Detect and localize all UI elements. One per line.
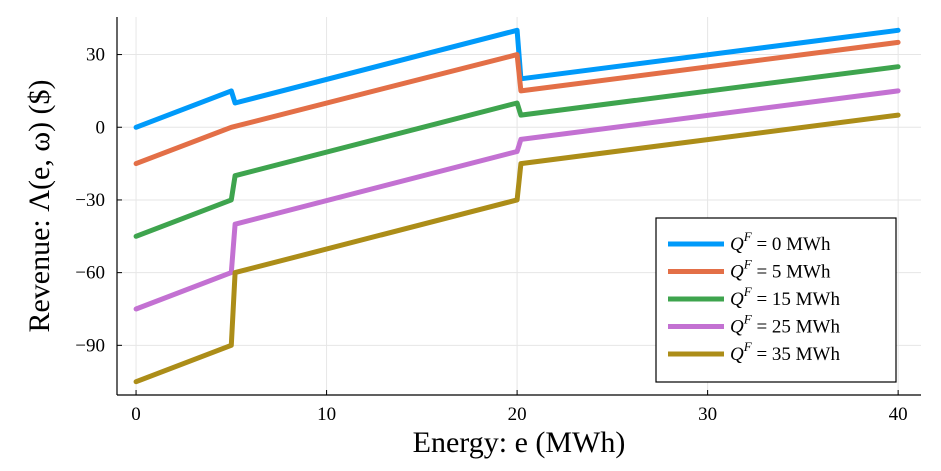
legend-superscript: F: [743, 339, 753, 354]
x-tick-label: 20: [508, 404, 527, 425]
x-tick-label: 0: [131, 404, 141, 425]
series-line-3: [133, 64, 901, 239]
legend-value: = 25 MWh: [752, 317, 841, 338]
series-line-1: [133, 27, 901, 130]
series-lines: [133, 27, 901, 385]
legend-var: Q: [730, 344, 744, 365]
axes: [116, 17, 921, 396]
x-tick-labels: 0 10 20 30 40: [131, 390, 908, 425]
y-tick-label: 0: [96, 117, 106, 138]
x-axis-label: Energy: e (MWh): [413, 426, 626, 459]
y-tick-label: −30: [75, 190, 105, 211]
legend-superscript: F: [743, 229, 753, 244]
legend-entry-label: QF = 35 MWh: [730, 339, 840, 365]
legend-var: Q: [730, 289, 744, 310]
y-tick-label: −90: [75, 335, 105, 356]
legend-var: Q: [730, 317, 744, 338]
legend-superscript: F: [743, 312, 753, 327]
y-tick-label: −60: [75, 263, 105, 284]
legend-entry-label: QF = 0 MWh: [730, 229, 831, 255]
legend-entry-label: QF = 5 MWh: [730, 257, 831, 283]
series-line-2: [133, 39, 901, 167]
y-tick-labels: 30 0 −30 −60 −90: [75, 45, 122, 356]
legend-var: Q: [730, 262, 744, 283]
legend-value: = 35 MWh: [752, 344, 841, 365]
legend-entry-label: QF = 15 MWh: [730, 284, 840, 310]
series-line-4: [133, 88, 901, 312]
legend-entry-label: QF = 25 MWh: [730, 312, 840, 338]
legend-value: = 15 MWh: [752, 289, 841, 310]
legend-value: = 5 MWh: [752, 262, 831, 283]
legend-var: Q: [730, 234, 744, 255]
series-line-5: [133, 112, 901, 385]
y-axis-label: Revenue: Λ(e, ω) ($): [23, 79, 56, 332]
legend-superscript: F: [743, 284, 753, 299]
y-tick-label: 30: [86, 45, 105, 66]
legend-superscript: F: [743, 257, 753, 272]
x-tick-label: 10: [317, 404, 336, 425]
x-tick-label: 40: [889, 404, 908, 425]
x-tick-label: 30: [698, 404, 717, 425]
legend-value: = 0 MWh: [752, 234, 831, 255]
